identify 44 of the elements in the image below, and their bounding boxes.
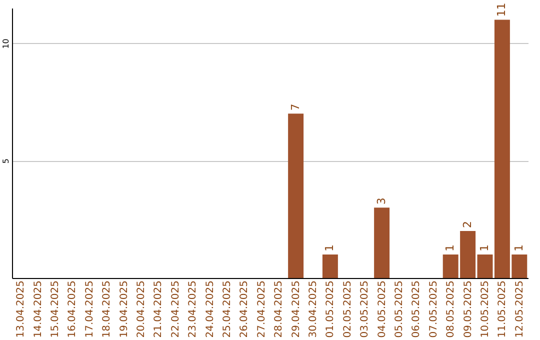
bar: [477, 254, 493, 278]
x-tick-label: 25.04.2025: [222, 280, 233, 338]
x-tick-label: 09.05.2025: [462, 280, 474, 338]
x-tick-label: 06.05.2025: [411, 280, 422, 338]
bar: [374, 208, 390, 278]
x-tick-label: 10.05.2025: [480, 280, 491, 338]
x-tick-label: 26.04.2025: [239, 280, 250, 338]
data-label: 3: [374, 198, 388, 205]
x-tick-label: 22.04.2025: [170, 280, 182, 338]
data-label: 1: [512, 244, 526, 252]
y-tick-label: 10: [2, 38, 10, 49]
x-tick-label: 11.05.2025: [497, 280, 508, 338]
x-tick-label: 30.04.2025: [308, 280, 319, 338]
data-label: 7: [288, 104, 302, 111]
x-tick-label: 24.04.2025: [204, 280, 216, 338]
x-tick-label: 19.04.2025: [118, 280, 130, 338]
x-tick-label: 04.05.2025: [376, 280, 388, 338]
x-tick-label: 16.04.2025: [67, 280, 78, 338]
bar: [288, 114, 304, 278]
x-tick-label: 20.04.2025: [136, 280, 147, 338]
x-tick-label: 15.04.2025: [50, 280, 61, 338]
x-tick-label: 17.04.2025: [84, 280, 96, 338]
data-label: 2: [460, 221, 474, 228]
x-tick-label: 21.04.2025: [153, 280, 164, 338]
x-tick-label: 02.05.2025: [342, 280, 354, 338]
x-tick-label: 08.05.2025: [446, 280, 457, 338]
bar: [322, 254, 338, 278]
x-tick-label: 14.04.2025: [32, 280, 44, 338]
x-tick-label: 28.04.2025: [274, 280, 285, 338]
y-tick-label: 5: [2, 158, 10, 164]
x-tick-label: 27.04.2025: [256, 280, 268, 338]
x-tick-label: 13.04.2025: [16, 280, 27, 338]
x-tick-label: 07.05.2025: [428, 280, 440, 338]
x-tick-label: 01.05.2025: [325, 280, 336, 338]
x-tick-label: 18.04.2025: [102, 280, 113, 338]
x-tick-label: 03.05.2025: [360, 280, 371, 338]
data-label: 1: [323, 244, 336, 252]
x-tick-label: 12.05.2025: [514, 280, 526, 338]
x-tick-label: 05.05.2025: [394, 280, 405, 338]
x-tick-label: 29.04.2025: [290, 280, 302, 338]
data-label: 11: [495, 2, 508, 17]
data-label: 1: [478, 244, 491, 252]
data-label: 1: [444, 244, 457, 252]
x-tick-label: 23.04.2025: [188, 280, 199, 338]
